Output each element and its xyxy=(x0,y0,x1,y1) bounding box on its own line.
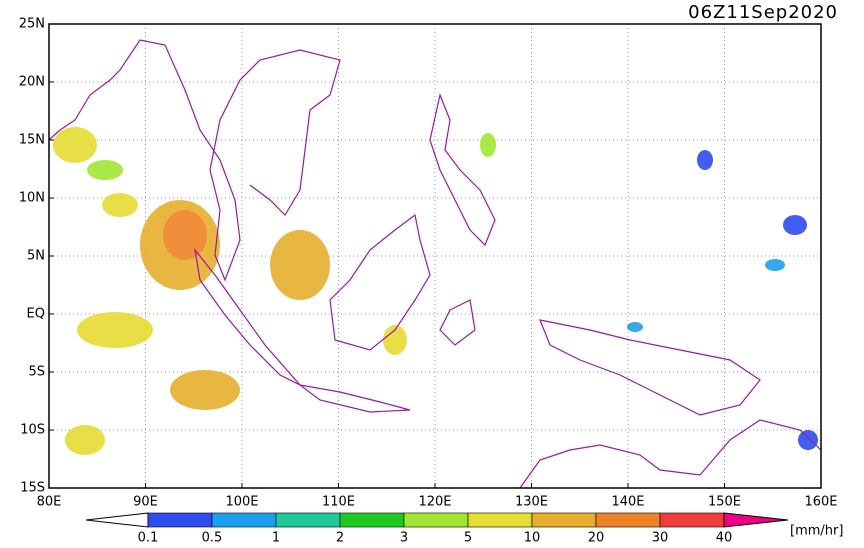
coastline xyxy=(329,213,431,351)
lat-label: 5N xyxy=(27,249,45,264)
map-title: 06Z11Sep2020 xyxy=(688,2,838,23)
lon-label: 150E xyxy=(708,495,741,510)
rain-area xyxy=(163,210,207,260)
lat-label: 15S xyxy=(20,481,45,496)
colorbar-triangle xyxy=(85,512,149,528)
lon-label: 120E xyxy=(418,495,451,510)
colorbar-box xyxy=(339,512,405,528)
rain-area xyxy=(270,230,330,300)
coastline xyxy=(299,384,411,413)
rain-area xyxy=(65,425,105,455)
colorbar-label: 0.1 xyxy=(138,531,159,545)
colorbar-label: 0.5 xyxy=(202,531,223,545)
coastline xyxy=(439,299,476,346)
colorbar-label: 2 xyxy=(336,531,344,545)
colorbar-label: 3 xyxy=(400,531,408,545)
colorbar-label: 10 xyxy=(524,531,541,545)
colorbar-label: 30 xyxy=(652,531,669,545)
colorbar-box xyxy=(275,512,341,528)
rain-area xyxy=(87,160,123,180)
lat-label: 10N xyxy=(19,191,45,206)
rain-area xyxy=(765,259,785,271)
rain-area xyxy=(798,430,818,450)
coastline xyxy=(539,319,761,416)
precipitation xyxy=(53,127,818,455)
lon-label: 110E xyxy=(322,495,355,510)
coastline xyxy=(429,92,496,247)
rain-area xyxy=(102,193,138,217)
colorbar-box xyxy=(659,512,725,528)
lat-label: 10S xyxy=(20,423,45,438)
lon-label: 80E xyxy=(37,495,62,510)
coastline xyxy=(519,419,822,489)
rain-area xyxy=(627,322,643,332)
colorbar-box xyxy=(211,512,277,528)
lat-label: 20N xyxy=(19,75,45,90)
lat-label: 25N xyxy=(19,17,45,32)
colorbar: 0.1 0.5 1 2 3 5 10 20 30 40 [mm/hr] xyxy=(85,512,843,546)
colorbar-box xyxy=(147,512,213,528)
lon-label: 160E xyxy=(804,495,837,510)
lon-label: 90E xyxy=(133,495,158,510)
colorbar-label: 1 xyxy=(272,531,280,545)
rain-area xyxy=(383,325,407,355)
coastline xyxy=(48,39,341,282)
rain-area xyxy=(77,312,153,348)
colorbar-label: 5 xyxy=(464,531,472,545)
colorbar-box xyxy=(595,512,661,528)
rain-area xyxy=(697,150,713,170)
colorbar-label: 40 xyxy=(716,531,733,545)
rain-area xyxy=(53,127,97,163)
lat-label: EQ xyxy=(27,307,45,322)
rain-area xyxy=(170,370,240,410)
coastlines xyxy=(48,39,822,489)
lat-label: 15N xyxy=(19,133,45,148)
colorbar-label: 20 xyxy=(588,531,605,545)
lon-label: 130E xyxy=(515,495,548,510)
rain-area xyxy=(783,215,807,235)
coastline xyxy=(194,247,301,386)
colorbar-box xyxy=(531,512,597,528)
axes: 80E 90E 100E 110E 120E 130E 140E 150E 160E 25N 20N… xyxy=(19,17,838,510)
colorbar-box xyxy=(403,512,469,528)
lon-label: 100E xyxy=(225,495,258,510)
rain-area xyxy=(480,133,496,157)
colorbar-box xyxy=(467,512,533,528)
lat-label: 5S xyxy=(28,365,45,380)
lon-label: 140E xyxy=(611,495,644,510)
colorbar-unit: [mm/hr] xyxy=(790,524,843,539)
colorbar-triangle xyxy=(723,512,789,528)
